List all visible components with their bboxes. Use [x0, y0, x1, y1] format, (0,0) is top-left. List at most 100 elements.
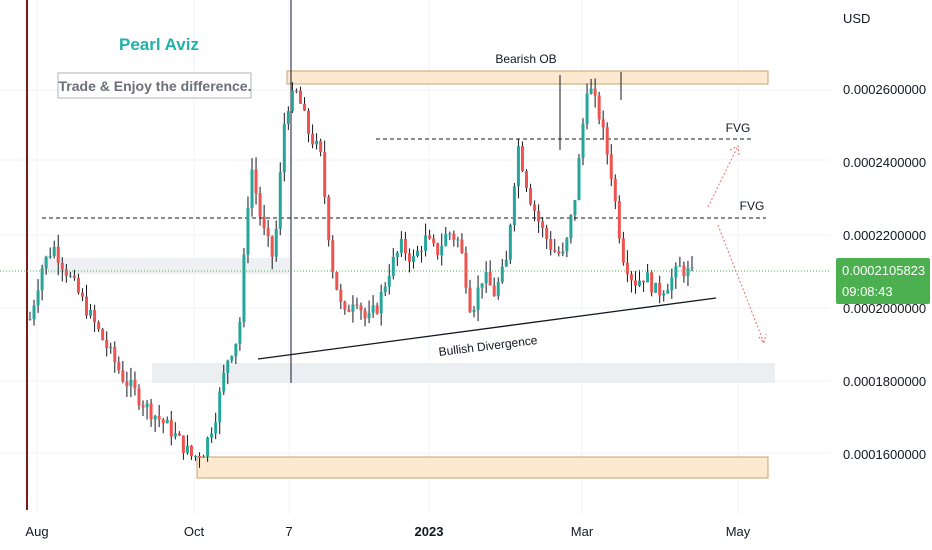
candle-down — [93, 310, 97, 323]
candle-down — [597, 95, 601, 120]
candle-up — [226, 360, 230, 373]
candle-down — [525, 171, 528, 188]
candle-down — [359, 305, 363, 311]
candle-up — [395, 252, 399, 257]
y-tick-label: 0.0001600000 — [843, 447, 926, 462]
candle-up — [68, 275, 72, 277]
candle-down — [613, 178, 617, 202]
candles — [28, 78, 694, 468]
candle-down — [347, 309, 351, 312]
candle-down — [64, 269, 68, 276]
candle-up — [440, 245, 444, 256]
candle-down — [464, 252, 468, 288]
candle-up — [210, 433, 214, 438]
candle-up — [686, 268, 690, 277]
x-tick-label: May — [726, 524, 751, 539]
candle-down — [488, 272, 492, 286]
candle-down — [529, 187, 533, 205]
candle-down — [625, 262, 629, 275]
candle-up — [472, 309, 476, 312]
candle-up — [379, 291, 383, 314]
candle-down — [658, 282, 662, 296]
candle-down — [355, 304, 359, 306]
candle-up — [678, 265, 682, 267]
candle-down — [117, 362, 121, 371]
candle-down — [633, 280, 637, 286]
candle-down — [593, 88, 597, 96]
candle-down — [520, 146, 524, 172]
candle-down — [601, 119, 605, 128]
candle-up — [577, 158, 581, 200]
candle-down — [629, 274, 633, 281]
candle-down — [177, 433, 181, 436]
candle-down — [169, 419, 173, 437]
y-axis-ticks: 0.0002600000 0.0002400000 0.0002200000 0.00… — [843, 82, 926, 462]
candle-up — [561, 251, 565, 254]
candle-down — [121, 370, 125, 382]
candle-up — [416, 250, 420, 257]
currency-label: USD — [843, 11, 870, 26]
tagline-box — [57, 72, 252, 99]
candle-down — [403, 238, 407, 254]
current-price-countdown: 09:08:43 — [842, 284, 893, 299]
candle-down — [101, 329, 105, 340]
candle-down — [375, 305, 379, 314]
candle-up — [581, 123, 585, 159]
candle-up — [274, 228, 278, 257]
grey-zone-upper — [42, 258, 290, 274]
candle-down — [533, 204, 537, 211]
candle-down — [161, 419, 165, 424]
candle-up — [246, 207, 250, 255]
current-price-value: 0.0002105823 — [842, 263, 925, 278]
candle-up — [367, 312, 371, 319]
candle-down — [105, 339, 109, 349]
candle-up — [32, 305, 36, 320]
x-tick-label: 2023 — [415, 524, 444, 539]
candle-up — [351, 304, 355, 312]
candle-down — [60, 262, 64, 270]
candle-up — [399, 238, 403, 253]
bullish-divergence-label: Bullish Divergence — [438, 333, 539, 359]
candle-down — [307, 110, 311, 134]
candle-down — [28, 318, 32, 320]
bullish-divergence-trendline[interactable] — [257, 297, 717, 360]
candle-up — [202, 456, 206, 458]
candle-up — [282, 124, 286, 173]
candle-down — [557, 251, 561, 254]
candle-up — [286, 111, 290, 125]
candle-down — [682, 265, 686, 277]
candle-up — [48, 256, 52, 258]
candle-down — [311, 133, 315, 145]
candle-down — [331, 240, 335, 272]
projection-arrows — [707, 145, 767, 345]
candle-down — [545, 227, 549, 239]
candle-up — [508, 225, 512, 260]
candle-down — [189, 445, 193, 457]
candle-up — [662, 293, 666, 296]
candle-up — [670, 277, 674, 291]
candle-down — [113, 346, 117, 363]
candle-up — [44, 256, 48, 269]
candle-down — [270, 236, 274, 257]
candle-up — [387, 275, 391, 287]
candle-up — [444, 233, 448, 246]
candle-down — [198, 456, 202, 458]
candle-down — [80, 292, 84, 297]
candle-down — [541, 221, 545, 228]
candle-up — [476, 287, 480, 310]
candle-up — [371, 305, 375, 313]
candle-up — [222, 372, 226, 392]
y-tick-label: 0.0002000000 — [843, 301, 926, 316]
candle-down — [97, 322, 101, 330]
candle-up — [214, 422, 218, 434]
candle-up — [89, 310, 93, 316]
candle-up — [206, 437, 210, 457]
fvg-upper-label: FVG — [726, 121, 751, 135]
candle-down — [339, 289, 343, 302]
candle-down — [617, 201, 621, 239]
candle-up — [654, 282, 658, 293]
candle-down — [323, 151, 327, 197]
brand-name: Pearl Aviz — [119, 35, 199, 54]
candle-down — [605, 127, 609, 155]
